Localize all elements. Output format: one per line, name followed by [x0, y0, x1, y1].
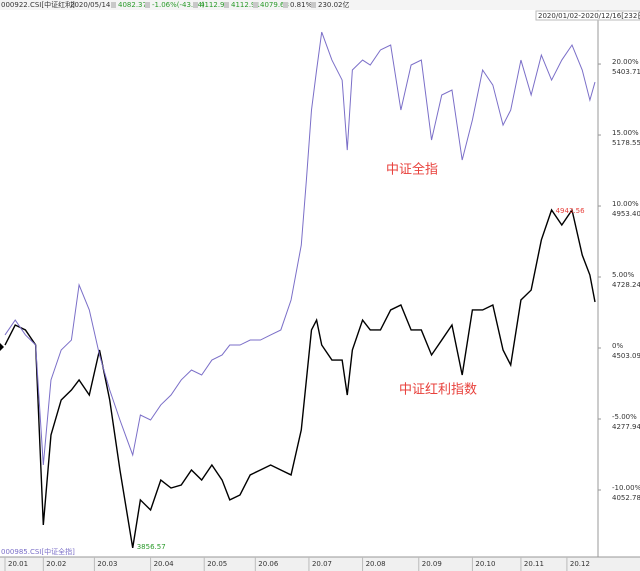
y-tick-label: 0%	[612, 342, 623, 350]
y2-tick-label: 5403.71	[612, 68, 640, 76]
y-tick-label: -5.00%	[612, 413, 637, 421]
y2-tick-label: 5178.55	[612, 139, 640, 147]
range-box	[535, 10, 640, 21]
x-tick-label: 20.04	[154, 560, 175, 568]
x-tick-label: 20.05	[207, 560, 227, 568]
annotation: 4943.56	[556, 207, 585, 215]
x-tick-label: 20.10	[475, 560, 495, 568]
x-tick-label: 20.01	[8, 560, 28, 568]
series-label: 中证红利指数	[399, 382, 477, 398]
x-tick-label: 20.02	[46, 560, 66, 568]
y-tick-label: 5.00%	[612, 271, 635, 279]
info-item: 4112.91	[200, 1, 229, 9]
start-marker	[0, 343, 4, 351]
info-icon	[224, 2, 229, 8]
info-item: 4082.37	[118, 1, 147, 9]
info-item: 4079.63	[260, 1, 289, 9]
y2-tick-label: 4503.09	[612, 352, 640, 360]
y2-tick-label: 4277.94	[612, 423, 640, 431]
x-tick-label: 20.03	[97, 560, 117, 568]
y2-tick-label: 4052.78	[612, 494, 640, 502]
info-bar	[0, 0, 640, 10]
info-icon	[193, 2, 198, 8]
annotation: 3856.57	[137, 543, 166, 551]
x-axis-bar	[0, 557, 640, 571]
info-icon	[145, 2, 150, 8]
x-tick-label: 20.08	[366, 560, 386, 568]
info-icon	[283, 2, 288, 8]
y2-tick-label: 4728.24	[612, 281, 640, 289]
info-icon	[253, 2, 258, 8]
info-item: -1.06%(-43.54)	[152, 1, 205, 9]
compare-code: 000985.CSI[中证全指]	[1, 547, 75, 556]
series-label: 中证全指	[386, 162, 438, 178]
x-tick-label: 20.07	[312, 560, 332, 568]
info-item: 2020/05/14	[70, 1, 111, 9]
x-tick-label: 20.11	[524, 560, 544, 568]
y-tick-label: 10.00%	[612, 200, 639, 208]
y-tick-label: 20.00%	[612, 58, 639, 66]
y-tick-label: -10.00%	[612, 484, 640, 492]
x-tick-label: 20.06	[258, 560, 279, 568]
range: 2020/01/02-2020/12/16[232日]	[538, 12, 640, 20]
info-item: 4112.91	[231, 1, 260, 9]
y-tick-label: 15.00%	[612, 129, 639, 137]
info-item: 0.81%	[290, 1, 313, 9]
info-icon	[111, 2, 116, 8]
info-item: 230.02亿	[318, 0, 350, 9]
info-item: 000922.CSI[中证红利]	[1, 0, 75, 9]
info-icon	[311, 2, 316, 8]
y2-tick-label: 4953.40	[612, 210, 640, 218]
series-line	[4, 208, 596, 549]
x-tick-label: 20.12	[570, 560, 590, 568]
x-tick-label: 20.09	[422, 560, 442, 568]
series-line	[4, 31, 596, 466]
